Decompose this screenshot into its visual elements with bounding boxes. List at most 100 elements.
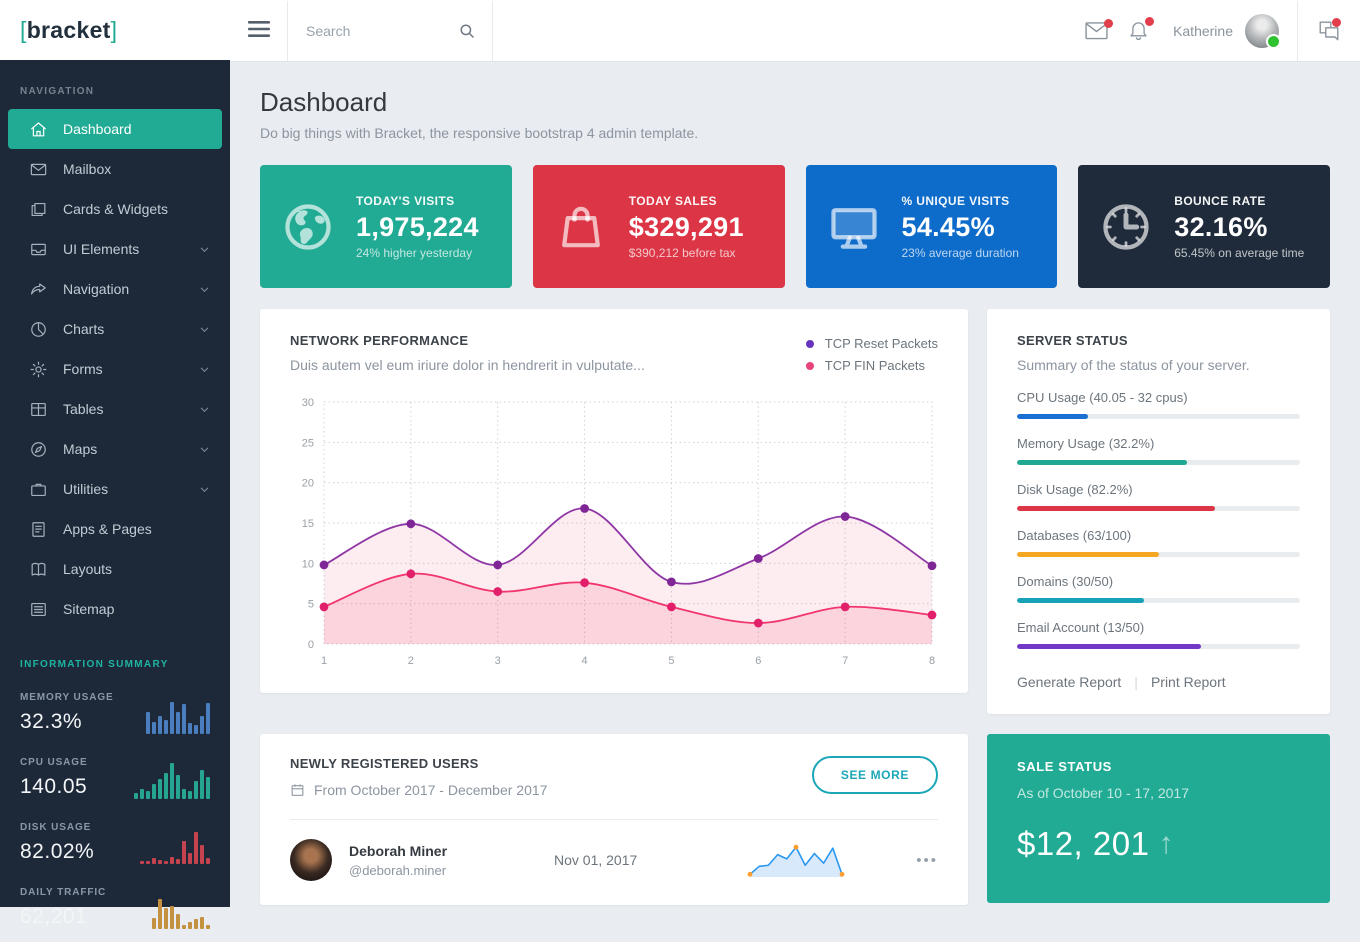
sidebar-item-label: Tables: [63, 401, 104, 417]
network-panel-header: NETWORK PERFORMANCE Duis autem vel eum i…: [290, 333, 938, 380]
see-more-button[interactable]: SEE MORE: [811, 756, 938, 794]
card-sub: $390,212 before tax: [628, 245, 736, 260]
briefcase-icon: [29, 480, 48, 499]
search-icon[interactable]: [458, 22, 476, 40]
user-avatar[interactable]: [1245, 13, 1281, 49]
svg-text:3: 3: [495, 655, 501, 667]
card-value: 32.16%: [1174, 211, 1268, 242]
chevron-down-icon: [199, 324, 210, 335]
user-row[interactable]: Deborah Miner @deborah.miner Nov 01, 201…: [290, 820, 938, 883]
registered-users-titles: NEWLY REGISTERED USERS From October 2017…: [290, 756, 547, 798]
sidebar-item-ui-elements[interactable]: UI Elements: [8, 229, 222, 269]
legend-label: TCP Reset Packets: [824, 336, 938, 351]
generate-report-link[interactable]: Generate Report: [1017, 674, 1122, 690]
server-panel-subtitle: Summary of the status of your server.: [1017, 357, 1250, 373]
sidebar-item-navigation[interactable]: Navigation: [8, 269, 222, 309]
card-label: TODAY'S VISITS: [356, 193, 455, 208]
server-panel-title: SERVER STATUS: [1017, 333, 1128, 348]
legend-label: TCP FIN Packets: [824, 358, 925, 373]
cards-icon: [29, 200, 48, 219]
page-subtitle: Do big things with Bracket, the responsi…: [260, 125, 699, 141]
sidebar-item-tables[interactable]: Tables: [8, 389, 222, 429]
gear-icon: [29, 360, 48, 379]
registered-users-panel: NEWLY REGISTERED USERS From October 2017…: [260, 734, 968, 905]
chart-legend: TCP Reset Packets TCP FIN Packets: [805, 333, 938, 380]
legend-item: TCP Reset Packets: [805, 336, 938, 351]
main-content: Dashboard Do big things with Bracket, th…: [230, 61, 1360, 907]
user-row-name: Deborah Miner: [349, 842, 448, 859]
chat-panel-toggle[interactable]: [1298, 17, 1360, 43]
svg-text:5: 5: [668, 655, 674, 667]
sidebar-nav: Dashboard Mailbox Cards & Widgets UI Elemen…: [0, 109, 230, 629]
mini-bar-chart: [152, 889, 210, 929]
pie-icon: [29, 320, 48, 339]
user-row-info: Deborah Miner @deborah.miner: [349, 843, 554, 878]
sidebar-item-apps-pages[interactable]: Apps & Pages: [8, 509, 222, 549]
file-icon: [29, 520, 48, 539]
chevron-down-icon: [199, 364, 210, 375]
sidebar-item-label: Maps: [63, 441, 98, 457]
stat-value: 82.02%: [20, 840, 95, 863]
search-input[interactable]: [304, 21, 450, 40]
sidebar-item-utilities[interactable]: Utilities: [8, 469, 222, 509]
sidebar-item-sitemap[interactable]: Sitemap: [8, 589, 222, 629]
menu-toggle-button[interactable]: [230, 0, 288, 61]
stat-value: 140.05: [20, 775, 88, 798]
sale-status-title: SALE STATUS: [1017, 759, 1112, 774]
sidebar-item-layouts[interactable]: Layouts: [8, 549, 222, 589]
search-box: [288, 0, 493, 61]
progress-label: Domains (30/50): [1017, 574, 1114, 589]
progress-fill: [1017, 506, 1216, 511]
card-value: 54.45%: [901, 211, 995, 242]
progress-track: [1017, 552, 1300, 557]
network-panel-titles: NETWORK PERFORMANCE Duis autem vel eum i…: [290, 333, 645, 380]
topbar-right: Katherine: [1085, 0, 1360, 61]
user-row-date: Nov 01, 2017: [554, 852, 638, 868]
sidebar-item-cards-widgets[interactable]: Cards & Widgets: [8, 189, 222, 229]
chevron-down-icon: [199, 444, 210, 455]
sidebar-item-forms[interactable]: Forms: [8, 349, 222, 389]
progress-label: Memory Usage (32.2%): [1017, 436, 1155, 451]
mini-bar-chart: [146, 694, 210, 734]
logo-bracket-close: ]: [110, 16, 118, 43]
legend-dot: [805, 361, 814, 370]
print-report-link[interactable]: Print Report: [1150, 674, 1226, 690]
stat-card-today-s-visits: TODAY'S VISITS 1,975,224 24% higher yester…: [260, 165, 512, 288]
progress-fill: [1017, 414, 1088, 419]
sidebar-stat-memory-usage: MEMORY USAGE 32.3%: [0, 682, 230, 747]
sidebar-stat-disk-usage: DISK USAGE 82.02%: [0, 812, 230, 877]
sidebar-item-dashboard[interactable]: Dashboard: [8, 109, 222, 149]
card-value: $329,291: [628, 211, 744, 242]
middle-row: NETWORK PERFORMANCE Duis autem vel eum i…: [260, 309, 1330, 714]
sale-status-value: $12, 201 ↑: [1017, 825, 1300, 863]
brand-logo[interactable]: [bracket]: [0, 0, 230, 60]
sidebar-item-charts[interactable]: Charts: [8, 309, 222, 349]
sidebar-item-label: Mailbox: [63, 161, 112, 177]
panel-divider: [290, 819, 938, 820]
sidebar-item-mailbox[interactable]: Mailbox: [8, 149, 222, 189]
registered-users-title: NEWLY REGISTERED USERS: [290, 756, 479, 771]
network-panel-subtitle: Duis autem vel eum iriure dolor in hendr…: [290, 357, 645, 373]
chevron-down-icon: [199, 244, 210, 255]
notifications-bell-icon[interactable]: [1128, 16, 1155, 42]
row-options-icon[interactable]: •••: [916, 851, 938, 869]
hamburger-icon: [247, 21, 270, 40]
stat-label: CPU USAGE: [20, 757, 88, 768]
user-row-handle: @deborah.miner: [349, 862, 447, 878]
inbox-icon: [29, 240, 48, 259]
registered-users-range-text: From October 2017 - December 2017: [314, 782, 548, 798]
sidebar-item-label: Cards & Widgets: [63, 201, 169, 217]
sidebar-item-maps[interactable]: Maps: [8, 429, 222, 469]
progress-fill: [1017, 460, 1187, 465]
legend-dot: [805, 339, 814, 348]
progress-label: Databases (63/100): [1017, 528, 1132, 543]
trend-up-arrow-icon: ↑: [1158, 827, 1174, 860]
messages-envelope-icon[interactable]: [1085, 18, 1114, 40]
svg-text:1: 1: [321, 655, 327, 667]
sidebar-stat-daily-traffic: DAILY TRAFFIC 62,201: [0, 877, 230, 942]
home-icon: [29, 120, 48, 139]
share-icon: [29, 280, 48, 299]
server-progress-row: Disk Usage (82.2%): [1017, 482, 1300, 511]
page-title: Dashboard: [260, 87, 388, 117]
